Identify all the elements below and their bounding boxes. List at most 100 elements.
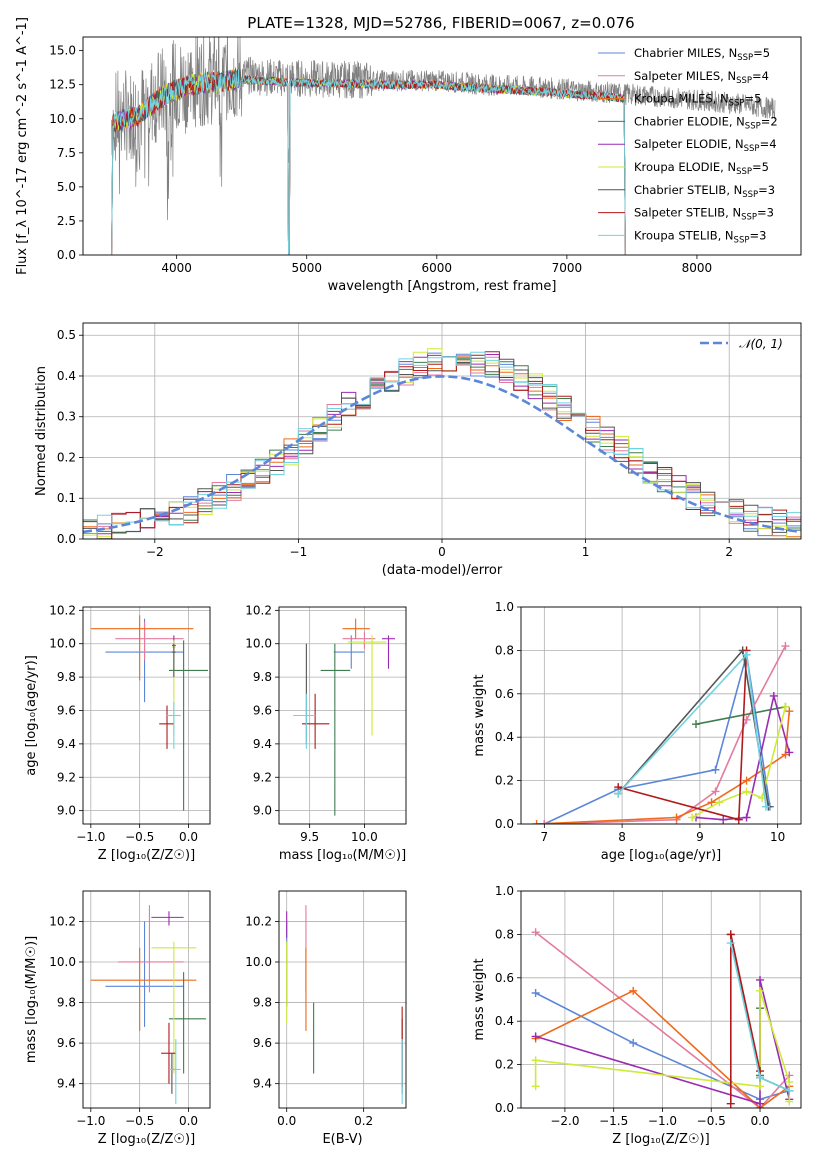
weight-marker: [707, 798, 716, 807]
spectrum-plot-area: [111, 37, 776, 255]
x-tick-label: −1.5: [599, 1114, 628, 1128]
mass_vs_Z-axes: −1.0 −0.5 0.0 9.4 9.6 9.8 10.0 10.2 Z [log₁₀(Z/Z…: [24, 890, 211, 1147]
weight_vs_age-plot-area: [532, 642, 794, 824]
legend-label-salpeter-stelib: Salpeter STELIB, NSSP=3: [634, 206, 774, 223]
y-tick-label: 10.0: [245, 637, 272, 651]
y-tick-label: 9.0: [57, 804, 76, 818]
x-tick-label: 10.0: [351, 830, 378, 844]
x-tick-label: 5000: [291, 261, 322, 275]
y-tick-label: 0.2: [57, 450, 76, 464]
mass_vs_Z-plot-area: [90, 905, 207, 1104]
y-tick-label: 0.3: [57, 410, 76, 424]
errorbar-chabrier-elodie: [168, 972, 207, 1074]
y-tick-label: 0.4: [57, 369, 76, 383]
y-tick-label: 0.4: [495, 1014, 514, 1028]
x-tick-label: 0.0: [179, 830, 198, 844]
weight-line: [536, 711, 791, 824]
weights-kroupa-stelib: [726, 939, 794, 1095]
x-tick-label: −0.5: [125, 830, 154, 844]
age_vs_Z-grid: [83, 607, 210, 824]
y-tick-label: 9.4: [253, 737, 272, 751]
age_vs_Z-ylabel: age [log₁₀(age/yr)]: [24, 655, 39, 776]
y-tick-label: 0.8: [495, 643, 514, 657]
age_vs_Z-panel: −1.0 −0.5 0.0 9.0 9.2 9.4 9.6 9.8 10.0 10.2 Z [log…: [24, 603, 211, 863]
weight-marker: [785, 748, 794, 757]
weight-marker: [711, 787, 720, 796]
residuals-legend: 𝒩(0, 1): [700, 337, 783, 351]
errorbar-chabrier-stelib: [171, 643, 176, 678]
weight-marker: [781, 642, 790, 651]
y-tick-label: 10.0: [49, 637, 76, 651]
legend-label-chabrier-miles: Chabrier MILES, NSSP=5: [634, 46, 770, 63]
weight-marker: [532, 820, 541, 824]
y-tick-label: 9.8: [57, 996, 76, 1010]
spectrum-ylabel: Flux [f_λ 10^-17 erg cm^-2 s^-1 A^-1]: [15, 17, 30, 275]
y-tick-label: 10.2: [245, 914, 272, 928]
age_vs_Z-axes: −1.0 −0.5 0.0 9.0 9.2 9.4 9.6 9.8 10.0 10.2 Z [log…: [24, 603, 211, 863]
weight-marker: [540, 820, 549, 824]
y-tick-label: 15.0: [49, 44, 76, 58]
age_vs_Z-plot-area: [90, 615, 209, 811]
age_vs_mass-grid: [279, 607, 406, 824]
y-tick-label: 0.0: [495, 817, 514, 831]
mass_vs_Z-ylabel: mass [log₁₀(M/M☉)]: [24, 936, 39, 1063]
mass_vs_Z-panel: −1.0 −0.5 0.0 9.4 9.6 9.8 10.0 10.2 Z [log₁₀(Z/Z…: [24, 890, 211, 1147]
age_vs_mass-xlabel: mass [log₁₀(M/M☉)]: [279, 848, 406, 863]
weight-marker: [629, 1038, 638, 1047]
y-tick-label: 9.6: [57, 1036, 76, 1050]
legend-label-kroupa-stelib: Kroupa STELIB, NSSP=3: [634, 228, 766, 245]
x-tick-label: 8: [618, 830, 626, 844]
normal-curve: [83, 375, 801, 534]
weight-marker: [742, 650, 751, 659]
errorbar-kroupa-stelib: [168, 1039, 181, 1104]
residuals-xlabel: (data-model)/error: [382, 563, 503, 578]
weights-kroupa-elodie: [688, 702, 790, 822]
y-tick-label: 9.2: [253, 770, 272, 784]
weight-marker: [531, 928, 540, 937]
weight-marker: [742, 787, 751, 796]
errorbar-kroupa-miles: [342, 618, 370, 639]
x-tick-label: −0.5: [125, 1114, 154, 1128]
age_vs_Z-frame: [82, 606, 211, 825]
errorbar-kroupa-miles: [90, 947, 197, 1031]
y-tick-label: 10.2: [245, 603, 272, 617]
x-tick-label: 1: [582, 545, 590, 559]
mass_vs_ebv-plot-area: [286, 905, 403, 1104]
weights-chabrier-elodie: [692, 702, 790, 729]
x-tick-label: 10: [770, 830, 785, 844]
weight-marker: [672, 813, 681, 822]
x-tick-label: 4000: [161, 261, 192, 275]
weight-marker: [531, 1082, 540, 1091]
x-tick-label: 0: [438, 545, 446, 559]
legend-label-salpeter-elodie: Salpeter ELODIE, NSSP=4: [634, 137, 777, 154]
x-tick-label: −2.0: [550, 1114, 579, 1128]
residuals-ylabel: Normed distribution: [34, 366, 49, 496]
weight-marker: [531, 988, 540, 997]
errorbar-salpeter-elodie: [381, 635, 396, 669]
y-tick-label: 0.4: [495, 730, 514, 744]
errorbar-kroupa-stelib: [293, 693, 316, 749]
y-tick-label: 0.2: [495, 774, 514, 788]
errorbar-salpeter-miles: [118, 905, 184, 993]
weight-marker: [742, 813, 751, 822]
weight-marker: [726, 939, 735, 948]
x-tick-label: 0.0: [179, 1114, 198, 1128]
weight-marker: [614, 789, 623, 798]
weights-salpeter-stelib: [726, 930, 765, 1108]
y-tick-label: 10.2: [49, 603, 76, 617]
x-tick-label: −1: [290, 545, 308, 559]
spectrum-xlabel: wavelength [Angstrom, rest frame]: [328, 279, 557, 294]
x-tick-label: 9: [696, 830, 704, 844]
weight-line: [691, 706, 787, 819]
spectrum-axes: 4000 5000 6000 7000 8000 0.0 2.5 5.0 7.5 10.0 12.5…: [15, 17, 802, 294]
errorbar-salpeter-stelib: [159, 705, 174, 749]
legend-label-kroupa-elodie: Kroupa ELODIE, NSSP=5: [634, 160, 769, 177]
histogram-kroupa-stelib: [83, 351, 801, 539]
y-tick-label: 9.2: [57, 770, 76, 784]
legend-label-salpeter-miles: Salpeter MILES, NSSP=4: [634, 69, 769, 86]
weight-marker: [734, 815, 743, 824]
y-tick-label: 9.0: [253, 804, 272, 818]
legend-label-kroupa-miles: Kroupa MILES, NSSP=5: [634, 92, 761, 109]
weight-marker: [762, 802, 770, 811]
